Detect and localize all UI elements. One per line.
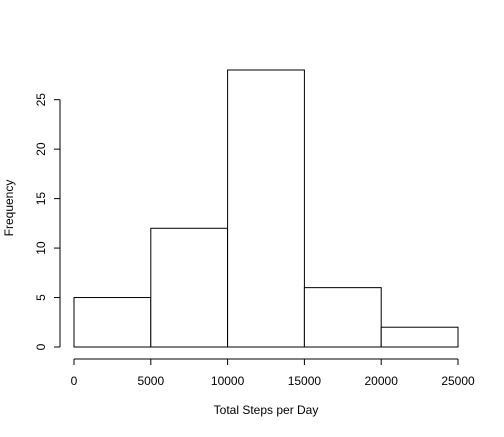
y-tick-label: 0 — [34, 343, 48, 350]
bars-layer — [73, 69, 459, 348]
y-tick-label: 15 — [34, 192, 48, 206]
x-tick-label: 25000 — [441, 374, 475, 388]
x-axis: 0 5000 10000 15000 20000 25000 — [71, 358, 475, 388]
y-axis-title: Frequency — [2, 180, 16, 237]
y-tick-label: 10 — [34, 241, 48, 255]
x-tick-label: 5000 — [137, 374, 164, 388]
y-axis: 0 5 10 15 20 25 — [34, 93, 61, 350]
histogram-bar-4 — [380, 326, 459, 348]
x-axis-title: Total Steps per Day — [214, 403, 319, 417]
x-tick-label: 20000 — [365, 374, 399, 388]
x-tick-label: 10000 — [211, 374, 245, 388]
y-tick-label: 5 — [34, 294, 48, 301]
y-tick-label: 20 — [34, 142, 48, 156]
histogram-bar-3 — [303, 287, 382, 348]
x-tick-label: 0 — [71, 374, 78, 388]
histogram-bar-1 — [150, 227, 229, 348]
histogram-bar-2 — [227, 69, 305, 348]
x-tick-label: 15000 — [288, 374, 322, 388]
histogram-bar-0 — [73, 297, 152, 348]
y-tick-label: 25 — [34, 93, 48, 107]
